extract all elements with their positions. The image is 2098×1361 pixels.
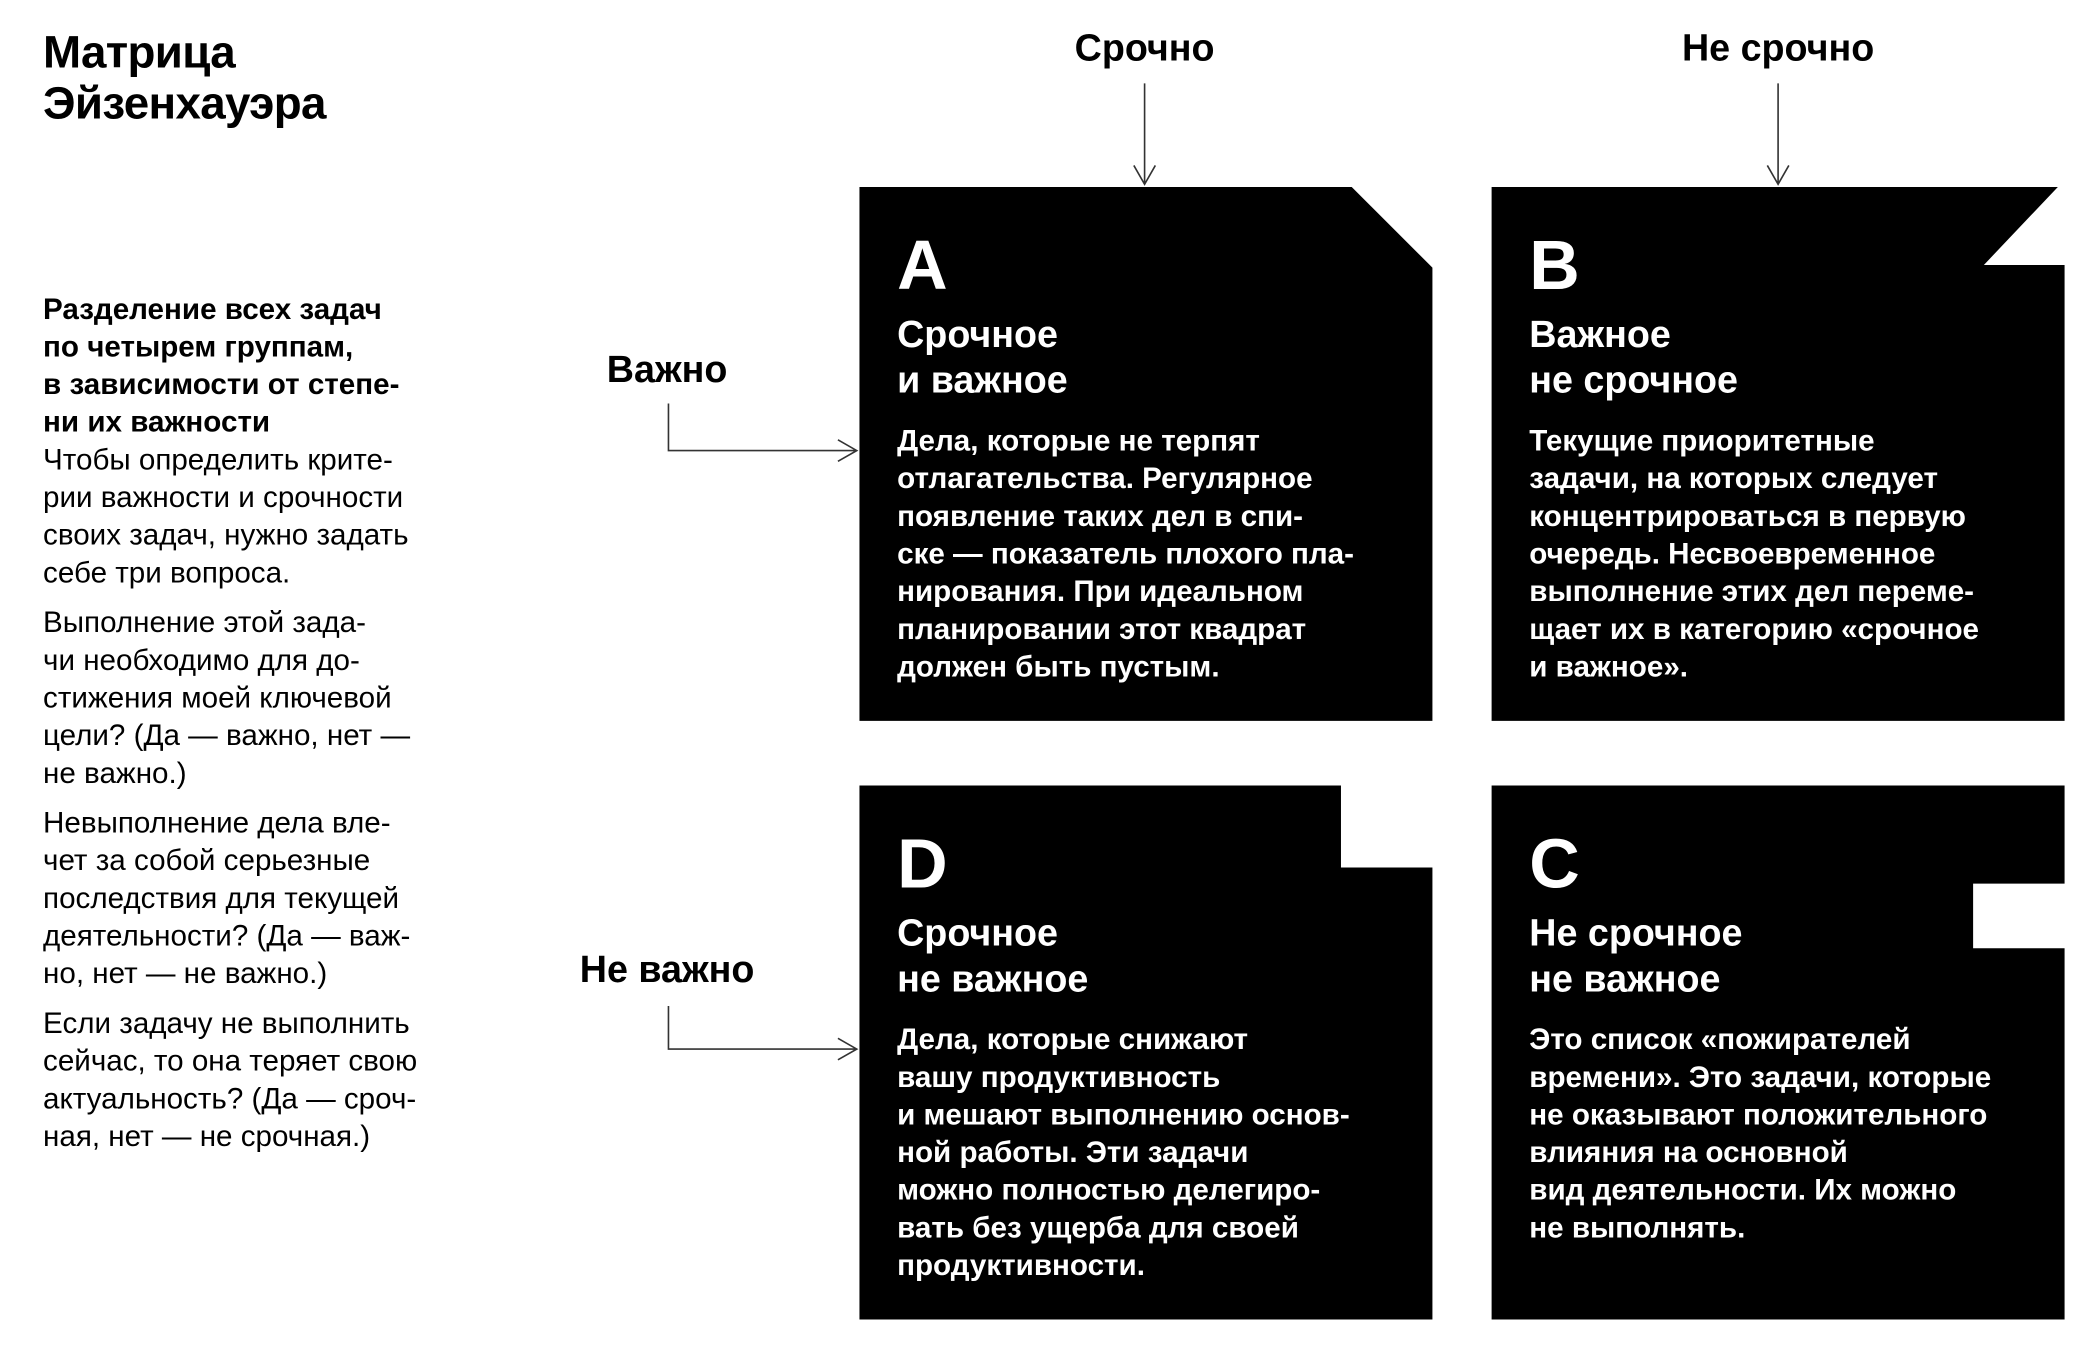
column-label-not-urgent: Не срочно xyxy=(1681,26,1875,69)
page-title: Матрица Эйзенхауэра xyxy=(43,26,326,130)
quadrant-a-box xyxy=(859,186,1433,721)
quadrant-letter: D xyxy=(897,825,948,904)
intro-lead: Разделение всех задач по четырем группам… xyxy=(43,291,400,439)
intro-paragraph: Невыполнение дела вле- чет за собой серь… xyxy=(43,805,411,990)
quadrant-d: D Срочное не важное Дела, которые снижаю… xyxy=(897,827,1395,1284)
quadrant-description: Дела, которые не терпят отлагательства. … xyxy=(897,423,1355,684)
quadrant-d-box xyxy=(859,785,1433,1320)
quadrant-letter: B xyxy=(1529,227,1580,306)
quadrant-letter: A xyxy=(897,227,948,306)
quadrant-b-box xyxy=(1491,186,2065,721)
quadrant-subtitle: Срочное не важное xyxy=(897,911,1089,1000)
intro-paragraph: Если задачу не выполнить сейчас, то она … xyxy=(43,1006,418,1153)
arrow-urgent xyxy=(1133,83,1157,186)
row-label-important: Важно xyxy=(606,348,728,391)
intro-paragraph: Чтобы определить крите- рии важности и с… xyxy=(43,442,409,590)
quadrant-a: A Срочное и важное Дела, которые не терп… xyxy=(897,229,1395,686)
quadrant-subtitle: Срочное и важное xyxy=(897,313,1068,401)
arrow-not-important xyxy=(667,1006,859,1061)
quadrant-subtitle: Важное не срочное xyxy=(1529,313,1739,401)
quadrant-c: C Не срочное не важное Это список «пожир… xyxy=(1529,827,2054,1247)
quadrant-letter: C xyxy=(1529,825,1580,904)
quadrant-description: Дела, которые снижают вашу продуктивност… xyxy=(897,1022,1350,1282)
row-label-not-important: Не важно xyxy=(579,948,755,990)
quadrant-c-box xyxy=(1491,785,2065,1320)
arrow-not-urgent xyxy=(1766,83,1790,186)
arrow-important xyxy=(667,403,859,463)
quadrant-subtitle: Не срочное не важное xyxy=(1529,911,1743,1000)
column-label-urgent: Срочно xyxy=(1074,26,1215,69)
quadrant-description: Текущие приоритетные задачи, на которых … xyxy=(1529,423,1979,684)
quadrant-b: B Важное не срочное Текущие приоритетные… xyxy=(1529,229,2027,686)
intro-paragraph: Выполнение этой зада- чи необходимо для … xyxy=(43,605,411,790)
quadrant-description: Это список «пожирателей времени». Это за… xyxy=(1529,1022,1992,1245)
